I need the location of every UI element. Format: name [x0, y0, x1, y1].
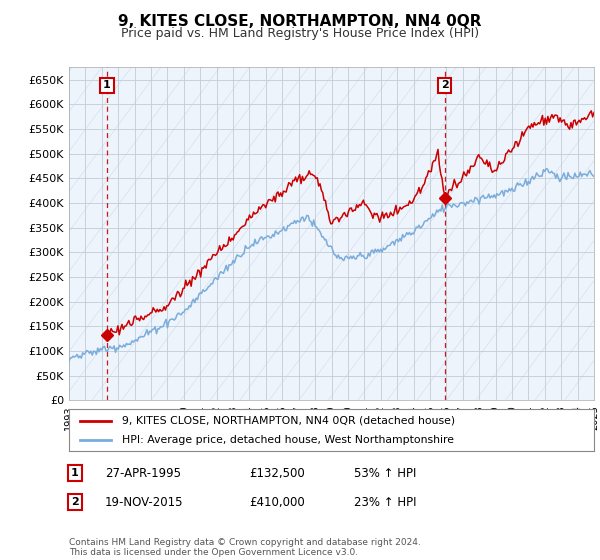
- Text: £410,000: £410,000: [249, 496, 305, 509]
- Text: 1: 1: [103, 81, 111, 91]
- Text: 2: 2: [71, 497, 79, 507]
- Text: Contains HM Land Registry data © Crown copyright and database right 2024.
This d: Contains HM Land Registry data © Crown c…: [69, 538, 421, 557]
- Text: 53% ↑ HPI: 53% ↑ HPI: [354, 466, 416, 480]
- Text: 19-NOV-2015: 19-NOV-2015: [105, 496, 184, 509]
- Text: HPI: Average price, detached house, West Northamptonshire: HPI: Average price, detached house, West…: [121, 435, 454, 445]
- Text: 27-APR-1995: 27-APR-1995: [105, 466, 181, 480]
- Text: 23% ↑ HPI: 23% ↑ HPI: [354, 496, 416, 509]
- Text: Price paid vs. HM Land Registry's House Price Index (HPI): Price paid vs. HM Land Registry's House …: [121, 27, 479, 40]
- Text: 9, KITES CLOSE, NORTHAMPTON, NN4 0QR (detached house): 9, KITES CLOSE, NORTHAMPTON, NN4 0QR (de…: [121, 416, 455, 426]
- Text: 9, KITES CLOSE, NORTHAMPTON, NN4 0QR: 9, KITES CLOSE, NORTHAMPTON, NN4 0QR: [118, 14, 482, 29]
- Text: £132,500: £132,500: [249, 466, 305, 480]
- Text: 1: 1: [71, 468, 79, 478]
- Text: 2: 2: [441, 81, 449, 91]
